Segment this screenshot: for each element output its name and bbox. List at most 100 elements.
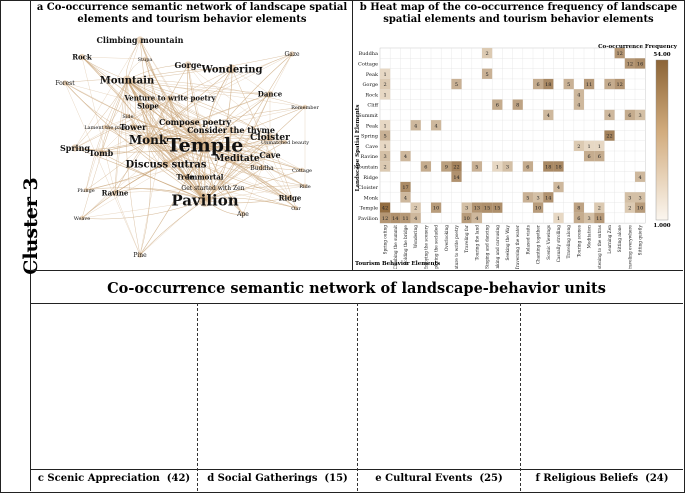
heatmap-cell [471, 212, 482, 224]
panel-a-node-cottage [299, 167, 305, 173]
heatmap-row-label: Temple [360, 206, 378, 212]
panel-a-node-ride [302, 183, 308, 189]
heatmap-col-label: Learning Zen [607, 225, 612, 254]
heatmap-cell-value: 1 [557, 216, 560, 222]
heatmap-cell [533, 78, 544, 90]
panel-a-edge [74, 79, 128, 149]
heatmap-cell-value: 6 [424, 164, 427, 170]
panel-a-edge [169, 97, 206, 146]
heatmap-cell [584, 78, 595, 90]
panel-a-edge [230, 129, 286, 143]
divider-top [30, 270, 683, 271]
panel-a-edge [81, 56, 146, 60]
panel-a-edge [100, 79, 128, 154]
heatmap-cell-value: 6 [608, 82, 611, 88]
heatmap-cell [614, 48, 625, 59]
panel-a-label-get-started-with-zen: Get started with Zen [181, 185, 244, 192]
panel-a-edge [132, 126, 286, 143]
heatmap-cell-value: 2 [628, 206, 631, 212]
heatmap-cell-value: 2 [486, 51, 489, 57]
heatmap-cell [492, 99, 503, 110]
heatmap-col-label: Singing and dancing [485, 225, 490, 269]
panel-a-edge [139, 139, 151, 256]
heatmap-row-label: Summit [358, 113, 378, 119]
heatmap-cell [400, 181, 411, 193]
panel-a-edge [230, 129, 291, 199]
panel-a-edge [147, 129, 232, 141]
panel-a-edge [139, 39, 206, 146]
panel-a-edge [204, 141, 286, 146]
panel-a-edge [81, 56, 149, 141]
heatmap-cell-value: 4 [435, 123, 438, 129]
heatmap-cell [451, 78, 462, 90]
panel-a-edge [126, 79, 271, 156]
panel-a-node-ape [240, 211, 246, 217]
panel-a-edge [187, 64, 291, 199]
panel-a-edge [126, 68, 233, 81]
heatmap-cell [380, 140, 391, 151]
panel-a-node-gorge [184, 61, 192, 69]
heatmap-cell-value: 3 [628, 195, 631, 201]
heatmap-cell-value: 3 [639, 113, 642, 119]
panel-a-edge [261, 136, 271, 169]
panel-a-label-unmatched-beauty: Unmatched beauty [261, 140, 309, 146]
panel-a-edge [74, 105, 149, 149]
panel-a-edge [139, 144, 206, 256]
panel-a-edge [212, 187, 297, 209]
panel-a-edge [139, 39, 244, 215]
heatmap-col-label: Chanting together [536, 225, 541, 264]
panel-a-label-venture-to-write-poetry: Venture to write poetry [123, 93, 216, 102]
heatmap-cell [594, 202, 605, 213]
heatmap-cell-value: 15 [494, 206, 500, 212]
heatmap-cell-value: 6 [496, 103, 499, 109]
panel-a-edge [125, 79, 141, 256]
heatmap-cell [543, 161, 554, 172]
heatmap-cell [410, 202, 421, 213]
heatmap-cell [461, 202, 472, 213]
panel-a-edge [147, 139, 297, 209]
heatmap-cell-value: 1 [588, 144, 591, 150]
heatmap-cell [573, 140, 584, 151]
panel-a-edge [139, 199, 206, 256]
panel-a-edge [147, 106, 306, 141]
panel-a-edge [204, 144, 306, 187]
heatmap-cell [410, 120, 421, 131]
heatmap-col-label: Traveling far [464, 225, 469, 253]
panel-a-edge [126, 79, 271, 95]
panel-a-label-spring: Spring [60, 143, 90, 153]
heatmap-cell [400, 192, 411, 203]
heatmap-col-label: Enjoying the scenery [423, 224, 428, 269]
heatmap-col-label: Traversing the water [515, 225, 520, 269]
heatmap-cell-value: 3 [384, 154, 387, 160]
panel-a-edge [100, 53, 293, 154]
heatmap-row-label: Buddha [359, 51, 379, 57]
panel-a-edge [64, 82, 129, 117]
panel-a-node-dance [266, 90, 274, 98]
panel-a-edge [100, 105, 149, 154]
heatmap-cell-value: 4 [404, 154, 407, 160]
panel-a-node-plunge [83, 187, 89, 193]
panel-a-label-oar: Oar [291, 206, 301, 212]
panel-a-node-temple [196, 136, 214, 154]
panel-a-edge [204, 106, 306, 146]
heatmap-cell [635, 192, 646, 203]
panel-a-edge [114, 93, 271, 194]
divider-title [30, 303, 683, 304]
heatmap-cell-value: 3 [639, 195, 642, 201]
heatmap-cell [482, 202, 493, 213]
heatmap-col-label: Scenic Viewings [546, 225, 551, 260]
panel-a-edge [114, 187, 214, 194]
panel-a-label-meditate: Meditate [214, 154, 260, 164]
caption-c: c Scenic Appreciation (42) [37, 473, 191, 484]
heatmap-col-label: Seeking the Way [505, 224, 510, 260]
panel-a-edge [114, 79, 128, 194]
heatmap-cell-value: 18 [545, 82, 551, 88]
panel-a-label-immortal: Immortal [187, 172, 224, 181]
heatmap-cell [451, 171, 462, 182]
panel-a-edge [64, 82, 286, 143]
heatmap-row-label: Monk [364, 195, 379, 201]
heatmap-cell [553, 212, 564, 224]
heatmap-cell [533, 202, 544, 213]
heatmap-cell [584, 212, 595, 224]
panel-a-label-gaze: Gaze [284, 51, 300, 58]
